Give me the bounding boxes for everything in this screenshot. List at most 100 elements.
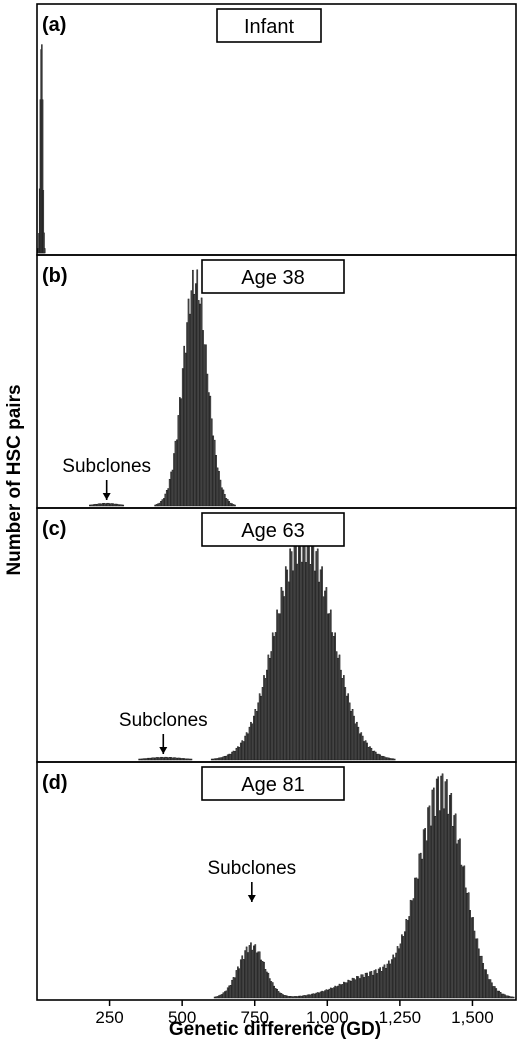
bar [409,899,412,999]
bar [390,758,393,761]
bar [210,758,213,761]
bar [302,524,305,761]
bar [302,995,305,999]
bar [380,971,383,999]
bar [313,993,316,999]
bar [479,955,482,999]
bar [298,526,300,761]
bar [102,503,104,507]
bar [167,488,170,507]
bar [229,502,232,507]
bar [290,551,293,761]
bar [392,758,395,761]
bar [393,758,396,761]
bar [360,974,363,999]
bar [318,581,320,761]
bar [296,563,299,761]
bar [231,503,233,507]
bar [377,753,380,761]
bar [340,984,342,999]
bar [190,290,193,507]
bar [492,986,495,999]
bar [382,966,384,999]
bar [234,977,236,999]
bar [319,991,322,999]
bar [99,503,101,507]
bar [257,951,260,999]
panel-title: Age 81 [241,774,304,796]
bar [268,978,271,999]
panel-title-box [216,8,322,43]
x-tick-label: 250 [95,1008,123,1027]
bar [225,498,228,507]
bar [139,758,142,761]
bar [210,418,213,507]
bar [242,741,245,761]
bar [200,297,203,507]
bar [385,968,387,999]
bar [406,920,409,999]
bar [244,950,246,999]
bar [112,503,114,507]
bar [158,502,161,507]
bar [361,974,364,999]
bar [322,596,325,761]
bar [104,503,107,507]
bar [103,502,106,507]
bar [145,758,148,761]
bar [374,751,377,761]
bar [91,504,94,507]
bar [475,938,477,999]
bar [141,758,143,761]
bar [286,995,289,999]
bar [160,501,162,507]
panel-title-box [201,766,345,801]
bar [312,535,315,761]
bar [221,487,223,507]
bar [235,747,238,761]
bar [290,996,293,999]
bar [360,732,363,761]
bar [224,991,226,999]
y-axis-title: Number of HSC pairs [4,384,25,575]
bar [164,493,167,507]
bar [354,979,357,999]
bar [197,300,200,507]
subclones-label: Subclones [119,710,208,731]
bar [408,916,410,999]
bar [192,269,194,507]
bar [263,675,265,761]
bar [343,675,345,761]
bar [462,866,464,999]
bar [226,987,229,999]
bar [238,746,241,761]
bar [258,693,261,761]
bar [351,977,354,999]
bar [486,974,489,999]
panel-letter: (b) [42,265,68,287]
bar [331,632,334,761]
bar [226,499,229,507]
bar [424,828,426,999]
bar [316,548,319,761]
bar [167,757,170,761]
bar [274,632,277,761]
panel-title: Infant [244,16,294,38]
bar [393,957,396,999]
bar [161,756,164,761]
bar [311,536,313,761]
bar [238,968,241,999]
bar [168,757,171,761]
bar [478,948,480,999]
bar [370,747,373,761]
bar [247,952,249,999]
bar [374,969,377,999]
bar [366,972,368,999]
bar [293,996,296,999]
panel-title: Age 38 [241,267,304,289]
bar [222,992,225,999]
bar [276,988,278,999]
bar [179,757,181,761]
subclones-label: Subclones [62,456,151,477]
bar [219,994,222,999]
